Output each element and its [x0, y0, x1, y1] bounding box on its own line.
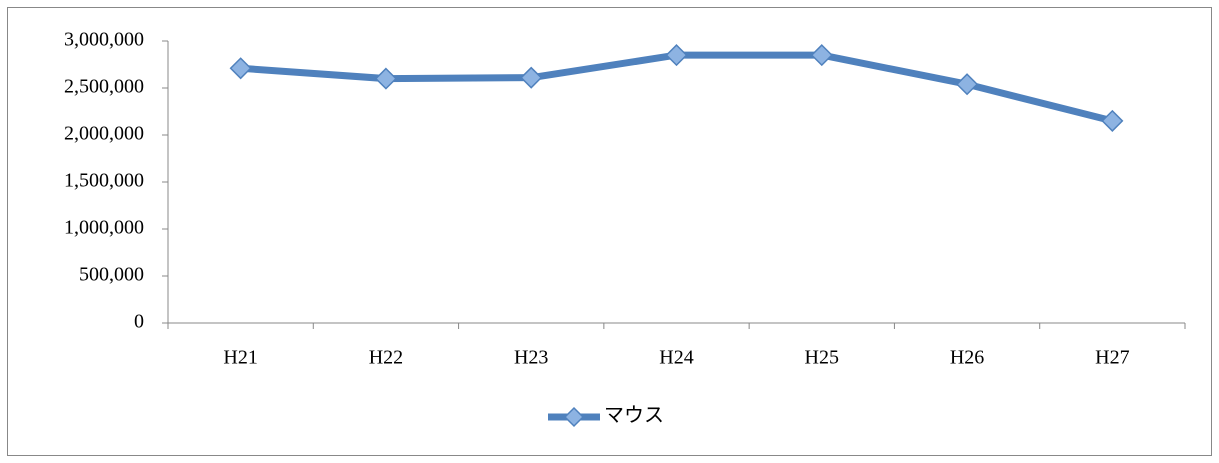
marker — [1101, 109, 1124, 132]
x-tick-label: H23 — [514, 347, 548, 369]
x-tick-label: H27 — [1095, 347, 1129, 369]
legend-marker — [563, 406, 585, 428]
y-tick-label: 0 — [134, 311, 144, 333]
x-tick-label: H24 — [659, 347, 693, 369]
marker — [665, 44, 688, 67]
marker — [956, 73, 979, 96]
chart-border — [7, 7, 1212, 456]
marker — [229, 57, 252, 80]
marker — [374, 67, 397, 90]
y-tick-label: 2,500,000 — [64, 76, 144, 98]
x-tick-label: H26 — [950, 347, 984, 369]
y-tick-label: 1,000,000 — [64, 217, 144, 239]
y-tick-label: 500,000 — [79, 264, 144, 286]
x-tick-label: H21 — [223, 347, 257, 369]
legend-label: マウス — [604, 405, 664, 427]
marker — [520, 66, 543, 89]
x-tick-label: H25 — [805, 347, 839, 369]
marker — [810, 44, 833, 67]
y-tick-label: 1,500,000 — [64, 170, 144, 192]
y-tick-label: 2,000,000 — [64, 123, 144, 145]
x-tick-label: H22 — [369, 347, 403, 369]
y-tick-label: 3,000,000 — [64, 29, 144, 51]
